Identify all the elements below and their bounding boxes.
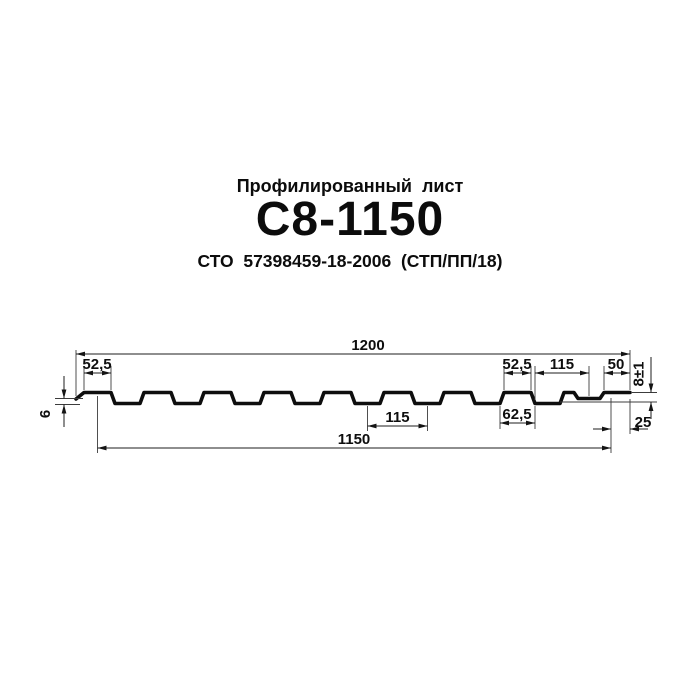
- dim-label-cover-width: 1150: [338, 431, 371, 448]
- dim-edge-lip-height: 6: [37, 376, 83, 427]
- dim-label-edge-lip-height: 6: [37, 410, 54, 418]
- dim-cover-width: 1150: [97, 396, 612, 453]
- dim-left-crest-width: 52,5: [82, 356, 112, 390]
- dim-label-left-crest-width: 52,5: [82, 356, 111, 373]
- dim-label-mid-crest-top: 52,5: [502, 356, 531, 373]
- standard-reference: СТО 57398459-18-2006 (СТП/ПП/18): [197, 251, 503, 271]
- dim-label-bottom-pitch: 115: [385, 409, 409, 426]
- dim-mid-crest-top-width: 52,5: [502, 356, 532, 390]
- dim-label-end-overlap: 25: [635, 414, 652, 431]
- profile-model-title: С8-1150: [255, 193, 445, 246]
- sheet-profile-outline: [74, 390, 632, 406]
- dim-profile-height: 8±1: [560, 357, 657, 419]
- dim-label-mid-crest-bottom: 62,5: [502, 406, 531, 423]
- dim-top-pitch: 115: [534, 356, 590, 400]
- dim-label-end-flat: 50: [608, 356, 625, 373]
- dim-label-overall-width: 1200: [351, 337, 384, 354]
- dim-end-flat-width: 50: [603, 356, 630, 390]
- dim-label-profile-height: 8±1: [631, 362, 648, 387]
- dim-bottom-pitch: 115: [367, 406, 428, 431]
- product-type-label: Профилированный лист: [236, 176, 464, 196]
- dim-label-top-pitch: 115: [550, 356, 574, 373]
- dim-end-overlap: 25: [593, 399, 651, 434]
- dim-mid-crest-bottom-width: 62,5: [499, 406, 536, 429]
- dim-overall-width: 1200: [75, 337, 631, 396]
